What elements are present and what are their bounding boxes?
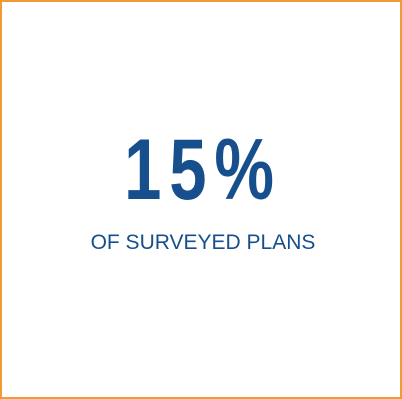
stat-caption: OF SURVEYED PLANS (90, 231, 316, 254)
stat-value: 15% (124, 122, 282, 218)
